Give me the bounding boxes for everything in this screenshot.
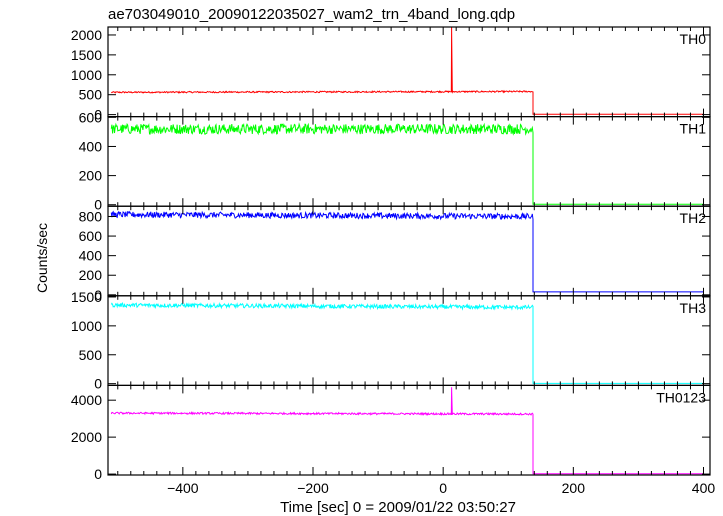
y-tick-label: 1000 xyxy=(71,67,102,83)
series-line-th0 xyxy=(110,26,704,115)
y-tick-label: 200 xyxy=(79,267,103,283)
x-tick-label: 400 xyxy=(692,480,716,496)
series-line-th2 xyxy=(110,210,704,293)
y-tick-label: 800 xyxy=(79,208,103,224)
y-axis-label: Counts/sec xyxy=(34,223,50,293)
panel-th0123: 0 2000 4000 TH0123 xyxy=(71,384,711,482)
y-tick-label: 600 xyxy=(79,109,103,125)
panel-frame xyxy=(107,26,711,118)
x-axis-label: Time [sec] 0 = 2009/01/22 03:50:27 xyxy=(280,499,516,516)
y-tick-label: 500 xyxy=(79,87,103,103)
x-tick-label: 200 xyxy=(562,480,586,496)
y-tick-label: 0 xyxy=(94,197,102,213)
y-tick-label: 0 xyxy=(94,107,102,123)
y-tick-label: 1500 xyxy=(71,289,102,305)
series-line-th0123 xyxy=(110,387,704,475)
y-tick-label: 400 xyxy=(79,138,103,154)
y-tick-label: 500 xyxy=(79,347,103,363)
series-line-th3 xyxy=(110,301,704,384)
y-tick-label: 0 xyxy=(94,466,102,482)
panel-frame xyxy=(107,384,711,476)
x-tick-label: 0 xyxy=(439,480,447,496)
y-tick-label: 1000 xyxy=(71,318,102,334)
y-tick-label: 4000 xyxy=(71,392,102,408)
band-label: TH0123 xyxy=(656,389,706,405)
y-tick-label: 0 xyxy=(94,287,102,303)
y-tick-label: 600 xyxy=(79,228,103,244)
panel-th3: 0 500 1000 1500 TH3 xyxy=(71,289,711,392)
band-label: TH1 xyxy=(680,121,707,137)
x-tick-label: −200 xyxy=(297,480,329,496)
panel-frame xyxy=(107,205,711,297)
panel-th2: 0 200 400 600 800 TH2 xyxy=(79,205,711,303)
x-tick-label: −400 xyxy=(167,480,199,496)
band-label: TH2 xyxy=(680,210,707,226)
band-label: TH3 xyxy=(680,300,707,316)
panel-th0: 0 500 1000 1500 2000 TH0 xyxy=(71,26,711,123)
y-tick-label: 0 xyxy=(94,376,102,392)
panel-frame xyxy=(107,295,711,386)
chart-title: ae703049010_20090122035027_wam2_trn_4ban… xyxy=(108,6,515,23)
series-line-th1 xyxy=(110,122,704,205)
y-tick-label: 2000 xyxy=(71,27,102,43)
y-tick-label: 2000 xyxy=(71,429,102,445)
y-tick-label: 200 xyxy=(79,168,103,184)
y-tick-label: 1500 xyxy=(71,47,102,63)
y-tick-label: 400 xyxy=(79,248,103,264)
band-label: TH0 xyxy=(680,31,707,47)
panel-th1: 0 200 400 600 TH1 xyxy=(79,109,711,213)
